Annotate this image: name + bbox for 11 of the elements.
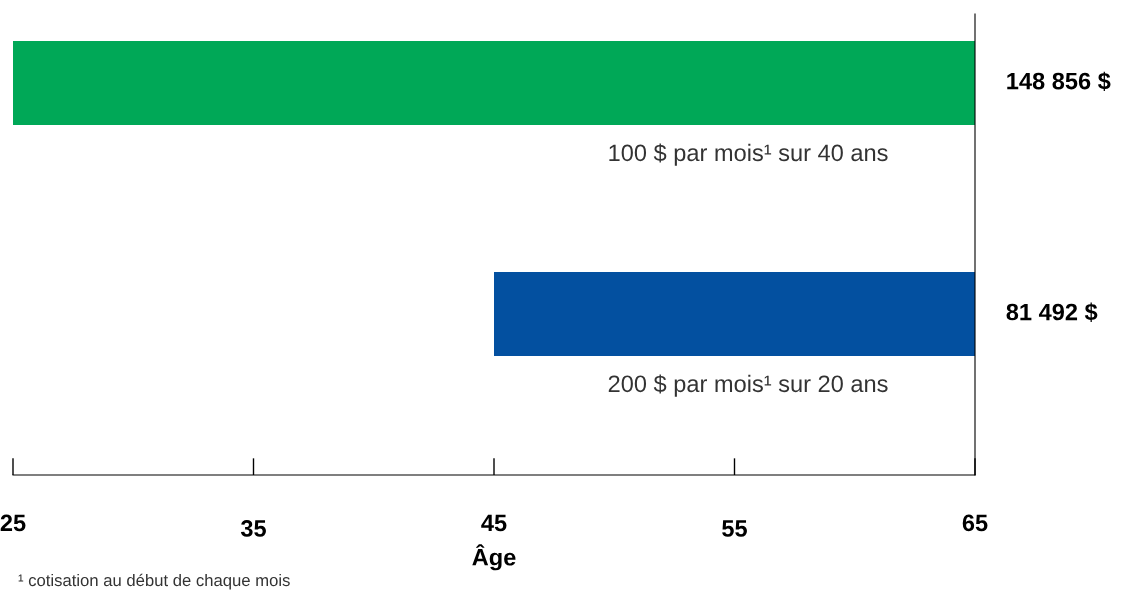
x-tick-label: 65 bbox=[962, 514, 988, 532]
y-tick-label: 100 $ par mois¹ sur 40 ans bbox=[609, 143, 888, 166]
x-tick-label: 55 bbox=[722, 520, 747, 537]
text: 81 492 $ bbox=[1006, 302, 1098, 322]
x-axis-title: Âge bbox=[472, 544, 516, 571]
text: ¹ cotisation au début de chaque mois bbox=[18, 573, 290, 590]
text: 148 856 $ bbox=[1007, 71, 1111, 91]
x-tick-label: 35 bbox=[240, 520, 266, 537]
x-tick-label: 25 bbox=[0, 514, 26, 532]
y-tick-label: 200 $ par mois¹ sur 20 ans bbox=[608, 374, 888, 397]
x-tick-label: 45 bbox=[481, 514, 507, 532]
